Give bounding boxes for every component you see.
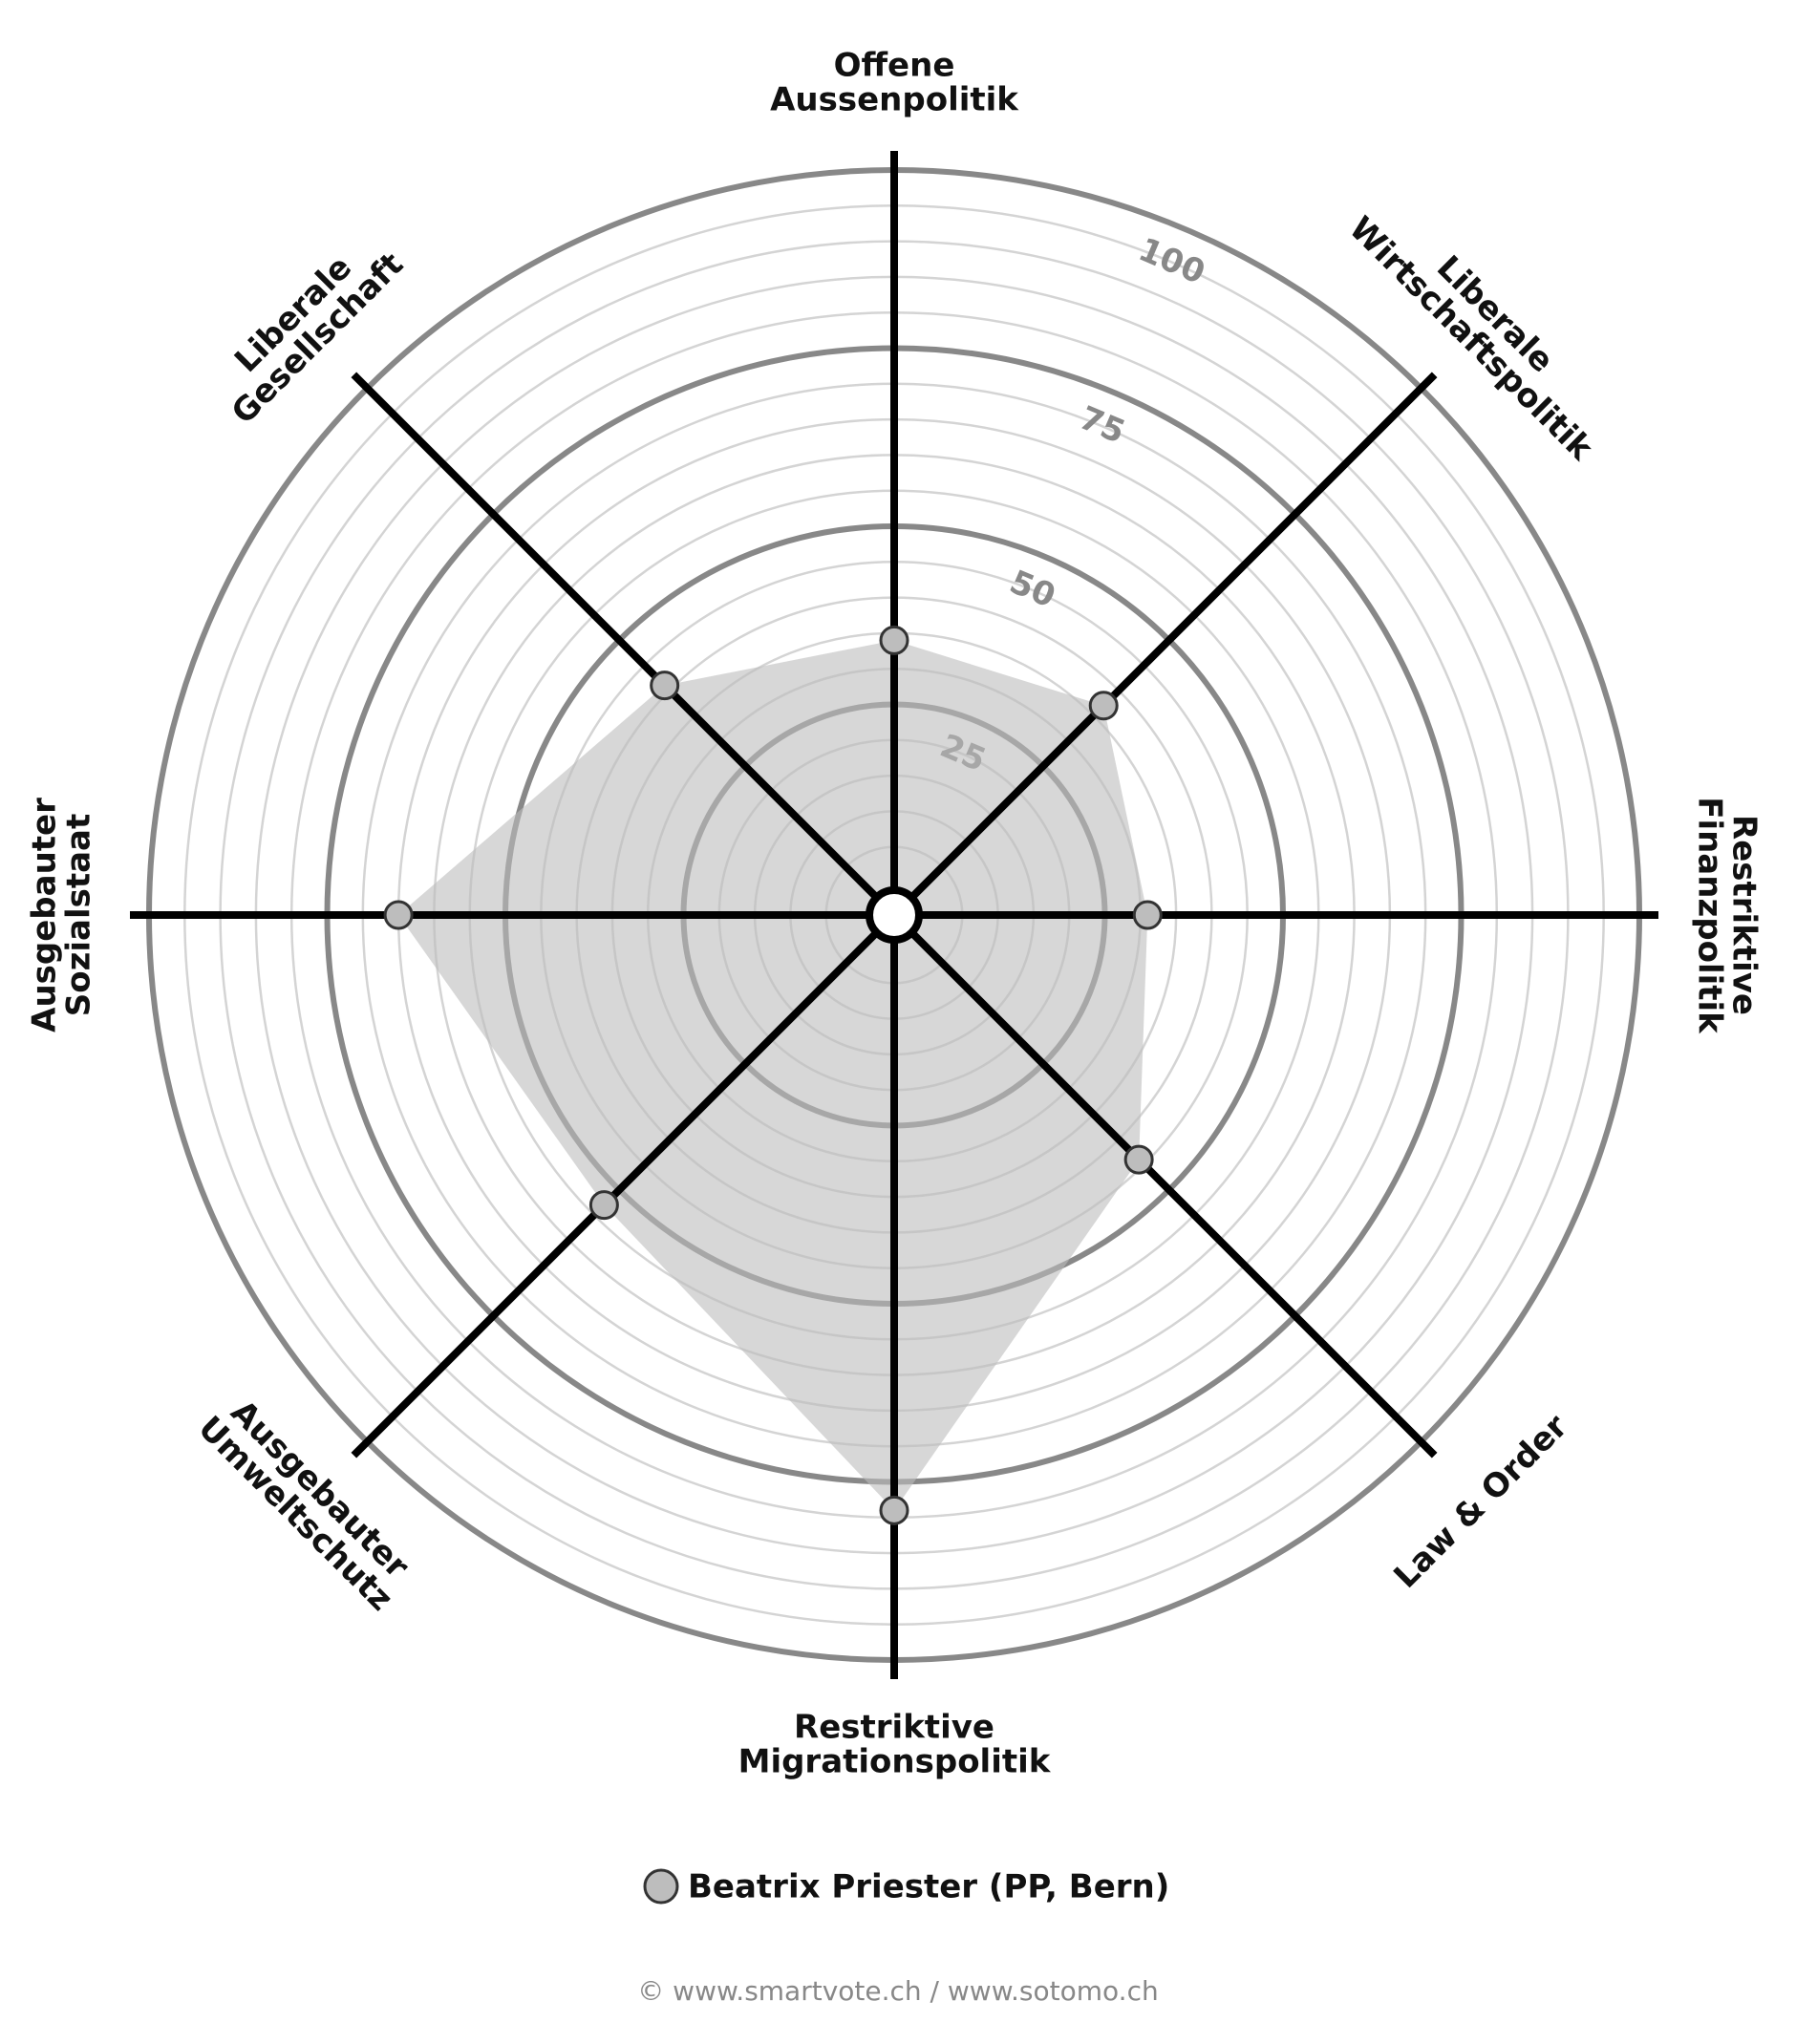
axis-label: Migrationspolitik	[738, 1743, 1052, 1781]
axis-line	[891, 372, 1438, 918]
legend-label: Beatrix Priester (PP, Bern)	[688, 1868, 1169, 1906]
axis-label: Restriktive	[1725, 815, 1764, 1015]
axis-label: Restriktive	[794, 1709, 994, 1747]
tick-label: 50	[1004, 563, 1060, 615]
axes	[130, 151, 1658, 1679]
center	[866, 886, 923, 944]
data-area	[398, 640, 1148, 1511]
axis-label: Finanzpolitik	[1691, 797, 1729, 1034]
data-point	[879, 625, 909, 655]
data-point	[1123, 1144, 1154, 1175]
data-point	[650, 671, 680, 701]
axis-label: Aussenpolitik	[770, 81, 1019, 119]
tick-label: 75	[1074, 399, 1130, 452]
data-point	[1088, 691, 1119, 721]
legend-marker	[643, 1868, 679, 1905]
axis-label: Offene	[834, 47, 955, 85]
axis-label: Sozialstaat	[60, 814, 98, 1017]
tick-label: 100	[1133, 230, 1210, 292]
data-point	[383, 900, 414, 930]
axis-label: Ausgebauter	[26, 798, 64, 1033]
data-point	[1132, 900, 1163, 930]
points	[383, 625, 1163, 1525]
source: © www.smartvote.ch / www.sotomo.ch	[637, 1975, 1158, 2007]
data-point	[588, 1190, 619, 1221]
data-point	[879, 1495, 909, 1525]
axis-line	[351, 372, 897, 918]
data-area	[398, 640, 1148, 1511]
axis-line	[351, 912, 897, 1458]
axis-line	[891, 912, 1438, 1458]
